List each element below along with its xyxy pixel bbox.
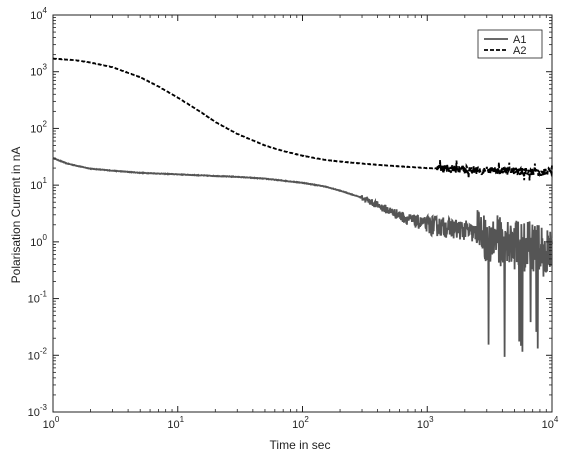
series-line-a1 [52,157,553,357]
y-tick-label: 10-3 [28,403,48,419]
x-tick-label: 102 [292,415,309,431]
y-axis-label: Polarisation Current in nA [9,147,23,284]
plot-area [52,14,553,413]
y-tick-label: 101 [30,176,47,192]
y-tick-label: 10-2 [28,346,48,362]
y-tick-label: 10-1 [28,290,48,306]
axes: 100 101 102 103 104 10-3 10-2 10-1 100 101 102 103 1… [28,6,559,431]
x-tick-label: 103 [417,415,434,431]
series-line-a2 [52,57,553,181]
y-tick-label: 103 [30,63,47,79]
plot-frame [52,14,553,413]
x-axis-label: Time in sec [270,438,331,452]
y-tick-label: 100 [30,233,47,249]
legend-box [477,29,543,59]
x-tick-label: 104 [542,415,559,431]
y-tick-label: 102 [30,119,47,135]
x-tick-label: 100 [43,415,60,431]
x-tick-label: 101 [167,415,184,431]
legend-label-a1: A1 [513,34,526,46]
y-tick-label: 104 [30,6,47,22]
legend-label-a2: A2 [513,45,526,57]
series-layer [52,57,553,357]
